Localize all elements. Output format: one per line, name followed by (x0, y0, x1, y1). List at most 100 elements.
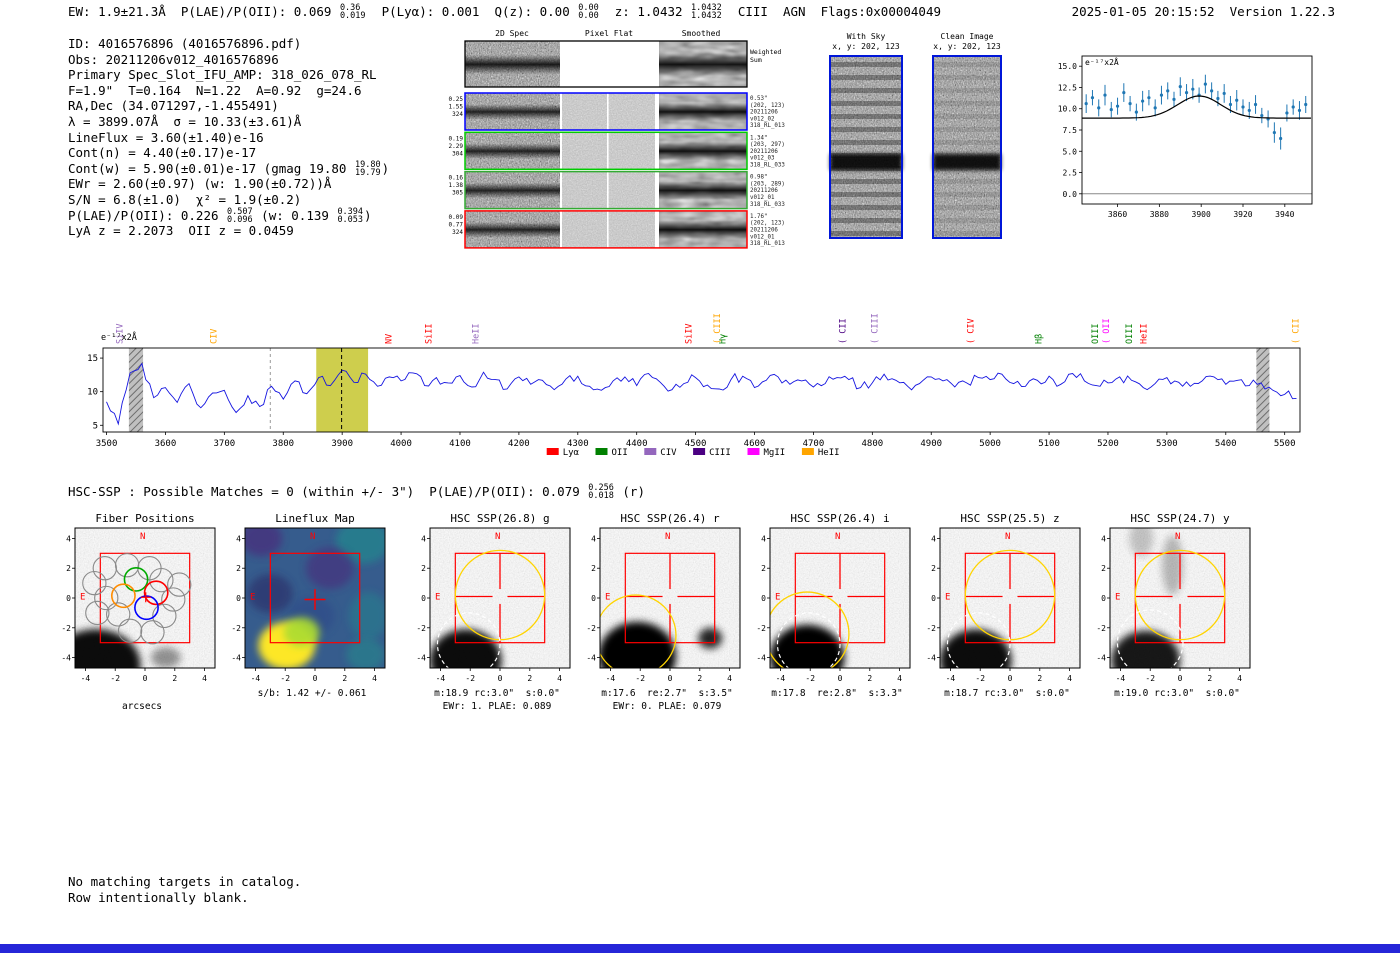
cutout-caption-1: m:17.6 re:2.7" s:3.5" (601, 688, 733, 699)
svg-text:0: 0 (66, 594, 71, 603)
svg-text:(203, 289): (203, 289) (750, 181, 785, 187)
compass-east-label: E (80, 593, 85, 603)
text-segment: EW: 1.9±21.3Å P(LAE)/P(OII): 0.069 (68, 4, 339, 19)
svg-text:4300: 4300 (567, 439, 589, 449)
svg-text:( CII: ( CII (838, 318, 848, 344)
svg-text:4: 4 (761, 534, 766, 543)
svg-text:2: 2 (1207, 674, 1212, 683)
svg-text:Clean Image: Clean Image (941, 32, 994, 41)
svg-text:3860: 3860 (1108, 210, 1127, 219)
svg-text:15.0: 15.0 (1058, 62, 1077, 71)
svg-text:x, y: 202, 123: x, y: 202, 123 (832, 42, 900, 51)
svg-text:-4: -4 (251, 674, 261, 683)
cutout-panel-4: HSC SSP(26.4) r N E -4 -4 -2 -2 0 0 2 2 4 4 m:17.6 re… (582, 512, 747, 727)
svg-text:-2: -2 (756, 624, 766, 633)
svg-text:2: 2 (1037, 674, 1042, 683)
svg-text:Hβ: Hβ (1035, 334, 1045, 344)
svg-text:15: 15 (87, 354, 98, 364)
svg-text:v012_03: v012_03 (750, 156, 775, 162)
text-segment: λ = 3899.07Å σ = 10.33(±3.61)Å (68, 113, 302, 129)
text-segment: ) (381, 160, 390, 176)
header-summary: EW: 1.9±21.3Å P(LAE)/P(OII): 0.069 0.36 0… (68, 3, 941, 21)
svg-text:( CIII: ( CIII (870, 313, 880, 344)
svg-text:4600: 4600 (744, 439, 766, 449)
svg-text:324: 324 (452, 111, 463, 118)
svg-text:OIII: OIII (1125, 324, 1135, 344)
svg-text:(202, 123): (202, 123) (750, 103, 785, 109)
stacked-fraction: 0.36 0.019 (339, 3, 366, 21)
svg-text:318_RL_033: 318_RL_033 (750, 202, 785, 208)
info-line: Obs: 20211206v012_4016576896 (68, 52, 389, 68)
svg-text:With Sky: With Sky (847, 32, 886, 41)
stacked-fraction: 0.00 0.00 (578, 3, 599, 21)
svg-text:0.77: 0.77 (449, 221, 464, 228)
svg-text:(203, 297): (203, 297) (750, 142, 785, 148)
cutout-panel-6: HSC SSP(25.5) z N E -4 -4 -2 -2 0 0 2 2 4 4 m:18.7 rc… (922, 512, 1087, 727)
svg-text:4000: 4000 (390, 439, 412, 449)
svg-text:e⁻¹⁷x2Å: e⁻¹⁷x2Å (1085, 56, 1119, 67)
svg-text:318_RL_033: 318_RL_033 (750, 163, 785, 169)
footer-line-1: No matching targets in catalog. (68, 874, 302, 889)
svg-text:0.53": 0.53" (750, 96, 767, 102)
svg-text:-2: -2 (110, 674, 120, 683)
svg-text:2: 2 (697, 674, 702, 683)
svg-text:-4: -4 (81, 674, 91, 683)
cutout-caption-1: m:18.9 rc:3.0" s:0.0" (434, 688, 560, 699)
svg-text:4: 4 (897, 674, 902, 683)
svg-text:5300: 5300 (1156, 439, 1178, 449)
svg-text:5400: 5400 (1215, 439, 1237, 449)
footer-notes: No matching targets in catalog. Row inte… (68, 874, 301, 905)
svg-text:4: 4 (202, 674, 207, 683)
compass-north-label: N (835, 532, 840, 542)
aperture-circle (1134, 549, 1226, 641)
svg-text:0: 0 (838, 674, 843, 683)
svg-text:4: 4 (591, 534, 596, 543)
info-line: RA,Dec (34.071297,-1.455491) (68, 98, 389, 114)
stacked-fraction: 1.0432 1.0432 (691, 3, 722, 21)
svg-text:4900: 4900 (920, 439, 942, 449)
cutout-panel-1: Fiber Positions N E -4 -4 -2 -2 0 0 2 2 4 4 arcsecs (57, 512, 222, 727)
svg-text:0: 0 (1178, 674, 1183, 683)
svg-text:3600: 3600 (155, 439, 177, 449)
cutout-title: HSC SSP(24.7) y (1130, 512, 1230, 525)
svg-text:( CIV: ( CIV (966, 318, 976, 344)
catalog-object-circle (946, 612, 1011, 668)
svg-text:4: 4 (421, 534, 426, 543)
info-line: P(LAE)/P(OII): 0.226 0.507 0.096 (w: 0.13… (68, 207, 389, 224)
svg-text:-4: -4 (1116, 674, 1126, 683)
svg-text:4: 4 (1101, 534, 1106, 543)
svg-text:0.98": 0.98" (750, 175, 767, 181)
svg-text:2.29: 2.29 (449, 143, 464, 150)
compass-east-label: E (250, 593, 255, 603)
svg-text:Pixel Flat: Pixel Flat (585, 29, 633, 38)
svg-text:20211206: 20211206 (750, 228, 778, 234)
text-segment: S/N = 6.8(±1.0) χ² = 1.9(±0.2) (68, 191, 302, 207)
svg-text:CIII: CIII (709, 448, 731, 458)
footer-line-2: Row intentionally blank. (68, 889, 249, 905)
svg-text:0: 0 (313, 674, 318, 683)
svg-text:0.0: 0.0 (1063, 190, 1078, 199)
svg-text:0: 0 (761, 594, 766, 603)
svg-text:2: 2 (1101, 564, 1106, 573)
cutout-caption-2: EWr: 0. PLAE: 0.079 (612, 701, 722, 712)
svg-text:304: 304 (452, 150, 463, 157)
text-segment: z: 1.0432 (599, 4, 691, 19)
text-segment: Cont(w) = 5.90(±0.01)e-17 (gmag 19.80 (68, 160, 354, 176)
svg-text:( CII: ( CII (1291, 318, 1301, 344)
svg-text:0.09: 0.09 (449, 214, 464, 221)
svg-text:Hγ: Hγ (718, 334, 728, 344)
svg-text:v012_01: v012_01 (750, 195, 775, 201)
svg-text:Lyα: Lyα (563, 448, 580, 458)
svg-text:-2: -2 (975, 674, 985, 683)
svg-text:( OII: ( OII (1102, 318, 1112, 344)
svg-text:3500: 3500 (96, 439, 118, 449)
svg-text:2D Spec: 2D Spec (495, 29, 529, 38)
svg-text:4: 4 (1237, 674, 1242, 683)
svg-text:305: 305 (452, 190, 463, 197)
